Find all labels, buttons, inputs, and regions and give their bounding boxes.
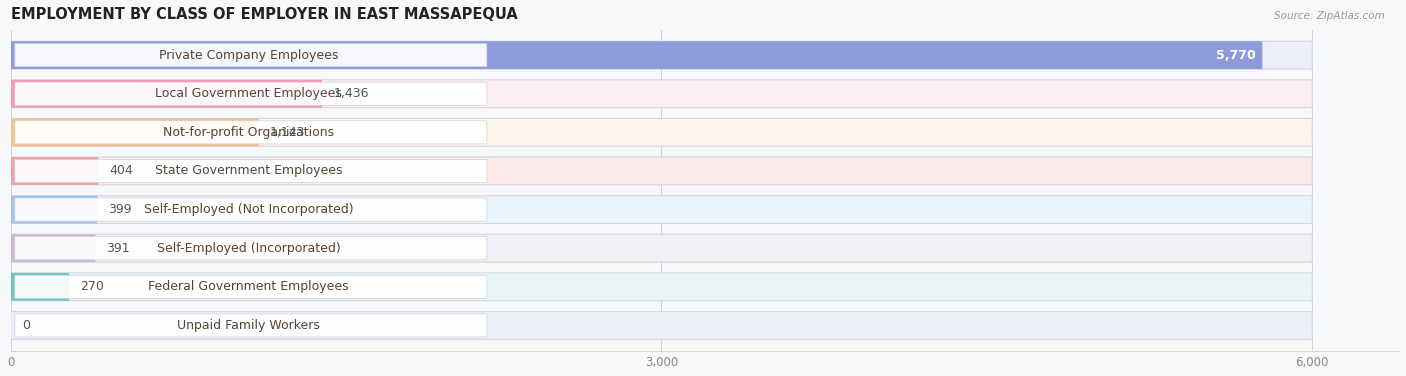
FancyBboxPatch shape: [15, 44, 486, 67]
FancyBboxPatch shape: [11, 157, 1312, 185]
Text: 1,436: 1,436: [333, 87, 368, 100]
Text: Federal Government Employees: Federal Government Employees: [149, 280, 349, 293]
Text: Unpaid Family Workers: Unpaid Family Workers: [177, 319, 321, 332]
FancyBboxPatch shape: [11, 196, 97, 223]
FancyBboxPatch shape: [15, 314, 486, 337]
FancyBboxPatch shape: [11, 80, 322, 108]
FancyBboxPatch shape: [15, 198, 486, 221]
FancyBboxPatch shape: [15, 275, 486, 299]
FancyBboxPatch shape: [15, 82, 486, 105]
FancyBboxPatch shape: [11, 311, 1312, 339]
FancyBboxPatch shape: [11, 273, 1312, 301]
FancyBboxPatch shape: [11, 234, 1312, 262]
FancyBboxPatch shape: [11, 41, 1312, 69]
Text: 391: 391: [107, 242, 131, 255]
Text: 399: 399: [108, 203, 132, 216]
Text: 1,143: 1,143: [270, 126, 305, 139]
Text: Local Government Employees: Local Government Employees: [155, 87, 342, 100]
Text: 5,770: 5,770: [1216, 49, 1256, 62]
Text: Self-Employed (Incorporated): Self-Employed (Incorporated): [157, 242, 340, 255]
FancyBboxPatch shape: [11, 273, 69, 301]
Text: 0: 0: [21, 319, 30, 332]
Text: EMPLOYMENT BY CLASS OF EMPLOYER IN EAST MASSAPEQUA: EMPLOYMENT BY CLASS OF EMPLOYER IN EAST …: [11, 7, 517, 22]
FancyBboxPatch shape: [11, 41, 1263, 69]
Text: 404: 404: [110, 164, 134, 177]
FancyBboxPatch shape: [11, 157, 98, 185]
FancyBboxPatch shape: [11, 234, 96, 262]
Text: Not-for-profit Organizations: Not-for-profit Organizations: [163, 126, 335, 139]
FancyBboxPatch shape: [11, 80, 1312, 108]
FancyBboxPatch shape: [11, 118, 259, 146]
Text: Self-Employed (Not Incorporated): Self-Employed (Not Incorporated): [143, 203, 353, 216]
Text: Private Company Employees: Private Company Employees: [159, 49, 339, 62]
FancyBboxPatch shape: [15, 159, 486, 183]
Text: State Government Employees: State Government Employees: [155, 164, 343, 177]
Text: 270: 270: [80, 280, 104, 293]
FancyBboxPatch shape: [11, 196, 1312, 223]
FancyBboxPatch shape: [15, 237, 486, 260]
FancyBboxPatch shape: [15, 121, 486, 144]
Text: Source: ZipAtlas.com: Source: ZipAtlas.com: [1274, 11, 1385, 21]
FancyBboxPatch shape: [11, 118, 1312, 146]
